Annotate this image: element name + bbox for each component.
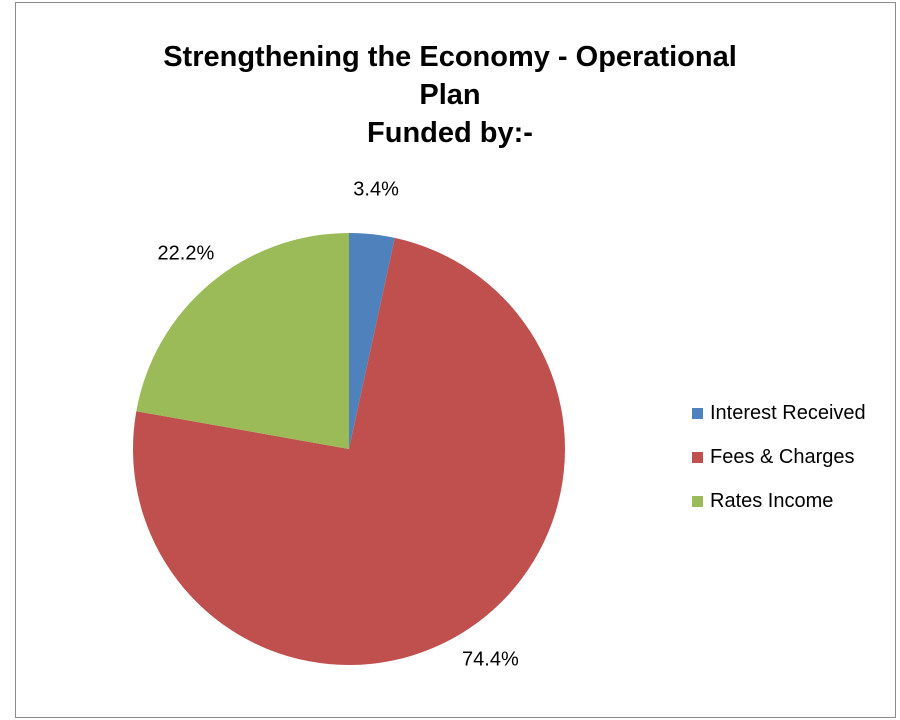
- pie-slice-interest-received: [349, 233, 395, 449]
- legend: Interest Received Fees & Charges Rates I…: [692, 391, 866, 523]
- chart-title-line-3: Funded by:-: [367, 117, 533, 149]
- legend-label-fees-charges: Fees & Charges: [710, 445, 855, 468]
- legend-item-fees-charges: Fees & Charges: [692, 435, 866, 479]
- pie-slice-rates-income: [136, 233, 349, 449]
- data-label-interest-received: 3.4%: [353, 179, 399, 201]
- chart-title-line-1: Strengthening the Economy - Operational: [163, 41, 737, 73]
- legend-swatch-fees-charges: [692, 451, 703, 463]
- pie-slice-fees-charges: [132, 237, 565, 666]
- legend-swatch-rates-income: [692, 495, 703, 507]
- legend-swatch-interest-received: [692, 407, 703, 419]
- chart-title: Strengthening the Economy - Operational …: [70, 38, 830, 152]
- data-label-fees-charges: 74.4%: [462, 648, 519, 670]
- legend-label-rates-income: Rates Income: [710, 489, 834, 512]
- legend-item-interest-received: Interest Received: [692, 391, 866, 435]
- chart-title-line-2: Plan: [419, 79, 481, 111]
- legend-label-interest-received: Interest Received: [710, 401, 866, 424]
- legend-item-rates-income: Rates Income: [692, 479, 866, 523]
- data-label-rates-income: 22.2%: [158, 243, 215, 265]
